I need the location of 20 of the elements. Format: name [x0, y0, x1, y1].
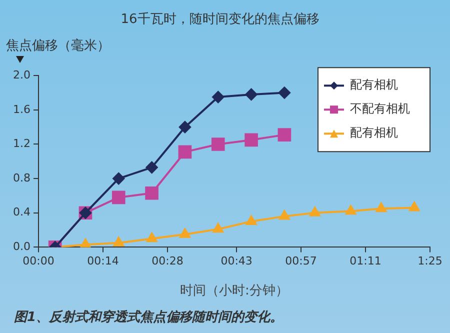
- y-tick-label: 1.6: [12, 102, 30, 116]
- x-tick-label: 00:28: [152, 254, 184, 268]
- x-axis-title: 时间（小时:分钟）: [180, 284, 288, 299]
- legend-label: 不配有相机: [350, 102, 410, 116]
- x-tick-label: 00:00: [22, 254, 54, 268]
- y-tick-label: 0.4: [12, 206, 30, 219]
- y-tick-label: 0.8: [12, 171, 30, 184]
- caption: 图1、反射式和穿透式焦点偏移随时间的变化。: [14, 309, 284, 325]
- x-tick-label: 1:25: [418, 254, 442, 268]
- x-tick-label: 00:14: [87, 254, 119, 268]
- x-tick-label: 00:43: [220, 254, 252, 268]
- y-axis-title: 焦点偏移（毫米）: [6, 38, 110, 54]
- y-tick-label: 0.0: [12, 240, 30, 254]
- x-tick-label: 01:11: [350, 254, 382, 268]
- legend-label: 配有相机: [350, 126, 398, 140]
- y-tick-label: 1.2: [12, 137, 30, 150]
- y-tick-label: 2.0: [12, 68, 30, 82]
- chart-title: 16千瓦时，随时间变化的焦点偏移: [120, 12, 320, 28]
- x-tick-label: 00:57: [285, 254, 317, 268]
- legend-label: 配有相机: [350, 78, 398, 92]
